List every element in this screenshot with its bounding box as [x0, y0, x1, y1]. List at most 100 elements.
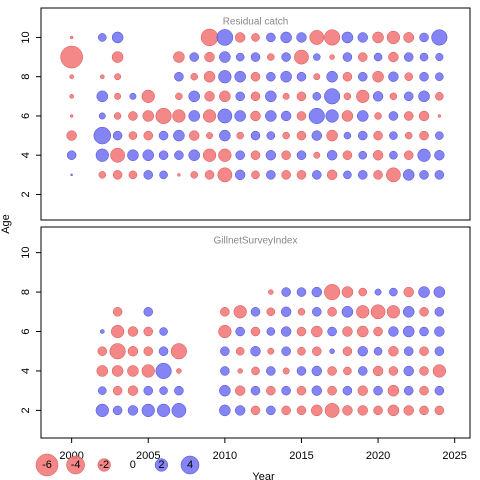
bubble — [357, 385, 368, 396]
bubble — [434, 346, 445, 356]
bubble — [170, 343, 187, 360]
bubble — [386, 30, 401, 45]
bubble — [98, 33, 107, 42]
bubble — [370, 304, 386, 320]
bubble — [372, 70, 384, 83]
bubble — [219, 404, 231, 417]
x-tick-label: 2010 — [213, 450, 237, 462]
bubble — [111, 31, 124, 44]
bubble — [296, 130, 307, 141]
bubble — [343, 366, 352, 376]
bubble — [280, 31, 292, 44]
bubble — [419, 71, 429, 82]
bubble — [251, 33, 260, 42]
legend-label: -2 — [99, 459, 109, 471]
bubble — [341, 286, 354, 298]
bubble — [389, 92, 398, 101]
bubble — [189, 52, 199, 62]
bubble — [158, 150, 169, 160]
bubble — [112, 170, 123, 180]
bubble — [402, 325, 415, 338]
bubble — [265, 90, 277, 103]
bubble — [203, 70, 216, 83]
bubble — [141, 403, 155, 418]
plot-frame — [40, 226, 471, 439]
bubble — [236, 131, 244, 140]
bubble — [372, 91, 384, 102]
bubble — [217, 108, 233, 124]
bubble — [280, 110, 292, 122]
bubble — [435, 92, 444, 101]
bubble — [155, 362, 172, 379]
bubble — [372, 150, 384, 161]
bubble — [266, 32, 276, 43]
bubble — [358, 287, 368, 297]
bubble — [419, 170, 429, 180]
bubble — [343, 170, 352, 180]
bubble — [402, 169, 415, 181]
bubble — [128, 111, 138, 121]
bubble — [155, 107, 172, 125]
bubble — [69, 35, 74, 40]
panel-title: Residual catch — [223, 17, 289, 28]
bubble — [143, 346, 153, 356]
bubble — [66, 130, 77, 141]
bubble — [358, 52, 368, 62]
bubble — [419, 385, 429, 396]
bubble — [343, 131, 352, 140]
bubble — [189, 130, 200, 141]
bubble — [174, 71, 184, 82]
bubble — [96, 365, 109, 377]
bubble — [141, 364, 155, 378]
bubble — [372, 365, 384, 377]
bubble — [404, 131, 413, 140]
bubble — [342, 346, 353, 356]
bubble — [311, 404, 323, 417]
bubble — [177, 173, 181, 177]
bubble — [418, 90, 430, 103]
bubble — [374, 112, 382, 120]
bubble — [434, 307, 445, 317]
bubble — [373, 170, 383, 180]
bubble — [109, 343, 126, 360]
bubble — [297, 308, 306, 316]
bubble — [419, 326, 429, 337]
bubble — [324, 88, 341, 105]
bubble — [142, 149, 155, 161]
bubble — [418, 110, 430, 122]
bubble — [358, 130, 368, 141]
bubble — [250, 110, 261, 122]
bubble — [374, 288, 382, 296]
bubble — [437, 114, 442, 118]
legend-bubble — [97, 458, 111, 472]
bubble — [250, 326, 261, 337]
bubble — [434, 385, 445, 396]
bubble — [296, 326, 307, 337]
bubble — [234, 405, 246, 416]
bubble — [403, 286, 414, 298]
bubble — [250, 405, 261, 416]
bubble — [388, 366, 399, 376]
bubble — [312, 92, 322, 101]
bubble — [388, 51, 399, 63]
bubble — [97, 346, 108, 356]
bubble — [266, 327, 276, 336]
y-tick-label: 4 — [20, 152, 32, 158]
y-tick-label: 6 — [20, 113, 32, 119]
bubble — [142, 110, 155, 122]
bubble — [419, 366, 429, 376]
bubble — [356, 325, 369, 338]
bubble — [235, 346, 245, 356]
bubble — [190, 171, 198, 179]
x-tick-label: 2005 — [136, 450, 160, 462]
plot-frame — [40, 7, 471, 221]
bubble — [342, 385, 353, 396]
bubble — [311, 325, 323, 338]
bubble — [98, 112, 106, 120]
bubble — [419, 405, 429, 416]
bubble — [158, 130, 169, 141]
bubble — [388, 346, 399, 357]
bubble — [234, 110, 246, 122]
bubble — [296, 287, 307, 297]
